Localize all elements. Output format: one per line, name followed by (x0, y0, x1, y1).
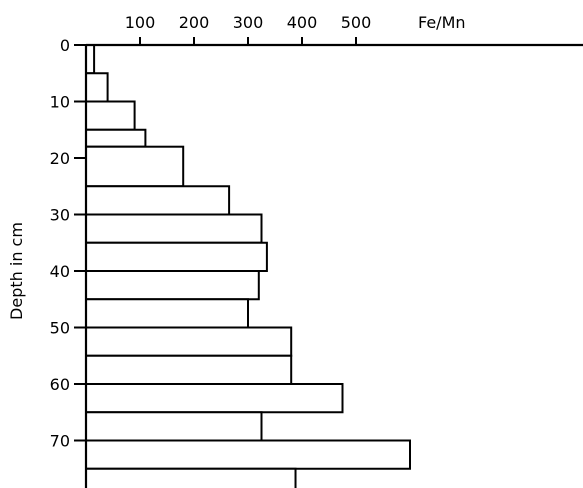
y-tick-label-70: 70 (50, 432, 70, 451)
y-tick-label-40: 40 (50, 262, 70, 281)
bar-0 (85, 44, 96, 75)
y-tick-label-10: 10 (50, 93, 70, 112)
bar-3 (85, 128, 147, 148)
bar-1 (85, 72, 109, 103)
bar-13 (85, 411, 263, 442)
bar-6 (85, 213, 263, 244)
bar-15 (85, 467, 297, 488)
y-tick-label-60: 60 (50, 375, 70, 394)
x-tick-label-200: 200 (179, 13, 210, 32)
y-axis-title: Depth in cm (7, 222, 26, 320)
x-axis-title: Fe/Mn (418, 13, 466, 32)
y-ticks-group: 01020304050607080 (50, 36, 86, 451)
y-tick-label-0: 0 (60, 36, 70, 55)
bar-4 (85, 145, 185, 188)
x-tick-label-500: 500 (341, 13, 372, 32)
bar-14 (85, 439, 411, 470)
y-tick-label-50: 50 (50, 319, 70, 338)
bar-2 (85, 100, 136, 131)
bar-7 (85, 241, 268, 272)
bar-11 (85, 354, 293, 385)
y-tick-label-30: 30 (50, 206, 70, 225)
bar-8 (85, 270, 260, 301)
bar-9 (85, 298, 249, 329)
bar-12 (85, 383, 344, 414)
bars-group (85, 44, 411, 488)
x-tick-label-300: 300 (233, 13, 264, 32)
x-ticks-group: 100 200 300 400 500 (125, 13, 372, 45)
x-tick-label-400: 400 (287, 13, 318, 32)
y-tick-label-20: 20 (50, 149, 70, 168)
bar-10 (85, 326, 293, 357)
bar-5 (85, 185, 231, 216)
x-tick-label-100: 100 (125, 13, 156, 32)
